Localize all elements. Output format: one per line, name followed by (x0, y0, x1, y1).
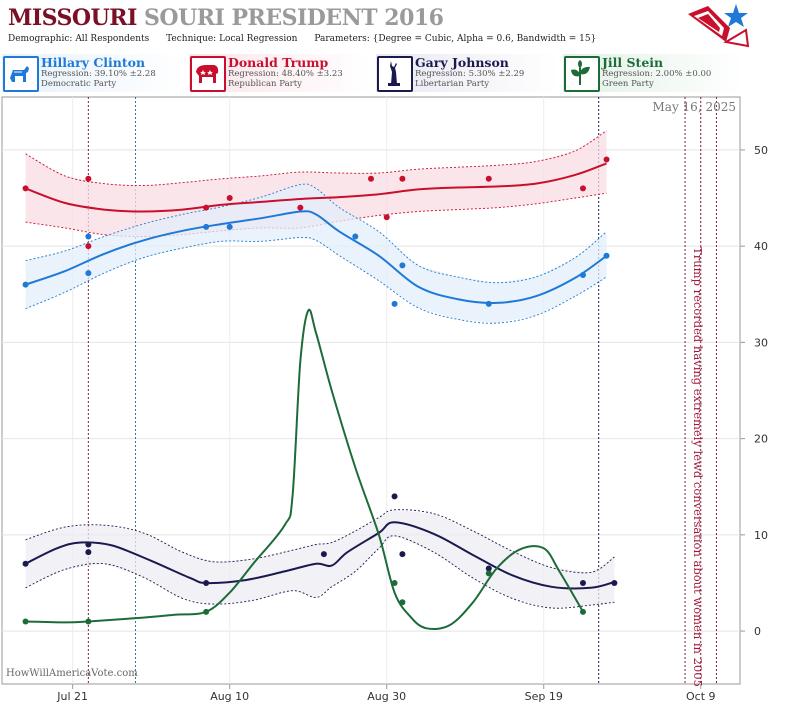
liberty-statue-icon (377, 56, 413, 92)
demographic-label: Demographic: (8, 34, 73, 44)
legend-item-clinton: Hillary Clinton Regression: 39.10% ±2.28 D… (2, 54, 184, 92)
series-line-johnson (25, 521, 615, 590)
band-upper-trump (25, 130, 607, 186)
y-tick-label: 10 (754, 529, 768, 542)
data-point-clinton (485, 300, 492, 307)
confidence-band-clinton (25, 184, 607, 324)
y-tick-label: 50 (754, 144, 768, 157)
data-point-stein (85, 618, 92, 625)
data-point-stein (391, 579, 398, 586)
series-line-stein (25, 308, 584, 631)
event-annotation: Trump recorded having extremely lewd con… (691, 247, 705, 687)
candidate-party: Libertarian Party (415, 79, 490, 89)
x-tick-label: Aug 10 (210, 690, 249, 703)
data-point-johnson (22, 560, 29, 567)
data-point-trump (85, 243, 92, 250)
y-tick-label: 20 (754, 433, 768, 446)
data-point-clinton (399, 262, 406, 269)
data-point-johnson (85, 541, 92, 548)
data-point-stein (579, 608, 586, 615)
candidate-party: Republican Party (228, 79, 302, 89)
chart-header: MISSOURI SOURI PRESIDENT 2016 Demographi… (0, 0, 789, 52)
data-point-johnson (485, 565, 492, 572)
data-point-stein (203, 608, 210, 615)
candidate-regression: Regression: 48.40% ±3.23 (228, 69, 343, 79)
x-tick-label: Sep 19 (525, 690, 563, 703)
title-state: MISSOURI (8, 5, 137, 31)
data-point-trump (22, 185, 29, 192)
data-point-johnson (399, 551, 406, 558)
data-point-clinton (391, 300, 398, 307)
parameters-value: {Degree = Cubic, Alpha = 0.6, Bandwidth … (372, 34, 597, 44)
title-rest: SOURI PRESIDENT 2016 (144, 5, 444, 31)
data-point-trump (368, 175, 374, 182)
parameters-line: Demographic: All Respondents Technique: … (8, 34, 596, 44)
demographic-value: All Respondents (75, 34, 150, 44)
data-point-clinton (85, 270, 92, 277)
candidate-name: Hillary Clinton (41, 55, 146, 70)
data-point-trump (85, 175, 92, 182)
y-tick-label: 40 (754, 240, 768, 253)
watermark: HowWillAmericaVote.com (6, 668, 138, 679)
candidate-name: Gary Johnson (415, 55, 509, 70)
parameters-label: Parameters: (314, 34, 370, 44)
data-point-johnson (85, 549, 92, 556)
data-point-trump (203, 204, 210, 211)
candidate-regression: Regression: 39.10% ±2.28 (41, 69, 156, 79)
band-lower-clinton (25, 236, 607, 324)
chart-plot-area: 0 10 20 30 40 50 Jul 21 Aug 10 Aug 30 Sep 19 Oct 9… (1, 96, 768, 703)
data-point-trump (579, 185, 586, 192)
data-point-trump (383, 214, 390, 221)
legend-item-trump: Donald Trump Regression: 48.40% ±3.23 Repu… (189, 54, 371, 92)
candidate-name: Jill Stein (602, 55, 664, 70)
candidate-name: Donald Trump (228, 55, 329, 70)
band-lower-johnson (25, 535, 615, 609)
candidate-legend: Hillary Clinton Regression: 39.10% ±2.28 D… (0, 54, 789, 94)
data-point-clinton (22, 281, 29, 288)
donkey-icon (3, 56, 39, 92)
data-point-clinton (352, 233, 359, 240)
data-point-stein (399, 599, 406, 606)
date-label: May 16, 2025 (653, 100, 736, 114)
data-point-johnson (579, 579, 586, 586)
y-tick-label: 30 (754, 336, 768, 349)
page-title: MISSOURI SOURI PRESIDENT 2016 (8, 5, 444, 31)
x-tick-label: Jul 21 (56, 690, 88, 703)
series-line-clinton (25, 210, 608, 304)
data-point-stein (485, 570, 492, 577)
data-point-trump (603, 156, 610, 163)
technique-label: Technique: (166, 34, 217, 44)
data-point-trump (399, 175, 406, 182)
data-point-johnson (320, 551, 327, 558)
data-point-johnson (203, 579, 210, 586)
data-point-stein (22, 618, 29, 625)
legend-item-johnson: Gary Johnson Regression: 5.30% ±2.29 Liber… (376, 54, 558, 92)
data-point-johnson (391, 493, 398, 500)
candidate-regression: Regression: 5.30% ±2.29 (415, 69, 525, 79)
candidate-party: Democratic Party (41, 79, 117, 89)
legend-item-stein: Jill Stein Regression: 2.00% ±0.00 Green P… (563, 54, 745, 92)
data-point-johnson (611, 579, 618, 586)
data-point-clinton (603, 252, 610, 259)
data-point-trump (297, 204, 304, 211)
confidence-band-johnson (25, 509, 615, 608)
band-lower-trump (25, 192, 607, 237)
data-point-clinton (85, 233, 92, 240)
candidate-regression: Regression: 2.00% ±0.00 (602, 69, 712, 79)
data-point-clinton (579, 272, 586, 279)
x-tick-label: Oct 9 (686, 690, 716, 703)
data-point-trump (226, 195, 233, 202)
series-line-trump (25, 162, 607, 213)
data-point-clinton (203, 223, 210, 230)
leaf-icon (564, 56, 600, 92)
x-tick-label: Aug 30 (367, 690, 406, 703)
candidate-party: Green Party (602, 79, 654, 89)
technique-value: Local Regression (219, 34, 298, 44)
data-point-clinton (226, 223, 233, 230)
data-point-trump (485, 175, 492, 182)
band-upper-johnson (25, 509, 615, 574)
star-flag-logo-icon (688, 4, 750, 48)
y-tick-label: 0 (754, 625, 761, 638)
elephant-icon (190, 56, 226, 92)
